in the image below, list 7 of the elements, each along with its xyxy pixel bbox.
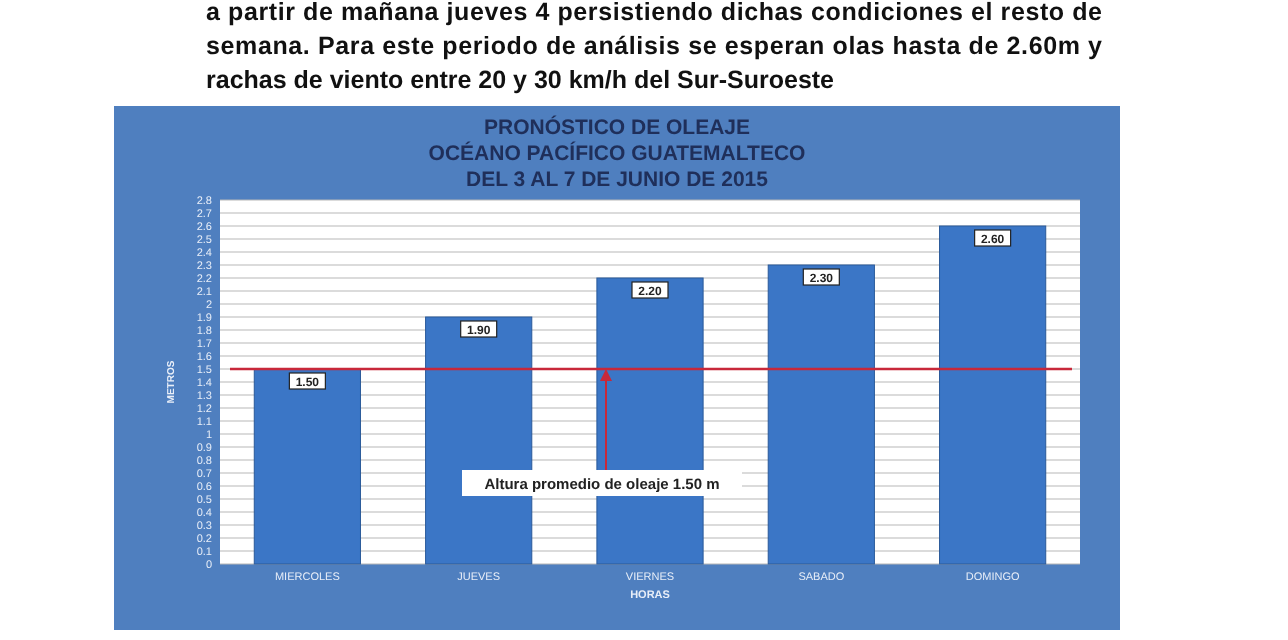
bar: [253, 368, 361, 565]
text: a partir de mañana jueves 4 persistiendo dichas condiciones el resto de: [206, 0, 1103, 26]
chart-title: PRONÓSTICO DE OLEAJE OCÉANO PACÍFICO GUATEMALTECO DEL 3 AL 7 DE JUNIO DE 2015: [428, 114, 806, 192]
bar: [767, 264, 875, 565]
bar: [939, 225, 1047, 565]
text: rachas de viento entre 20 y 30 km/h del Sur-Suroeste: [206, 66, 835, 94]
text: semana. Para este periodo de análisis se esperan olas hasta de 2.60m y: [206, 32, 1103, 60]
